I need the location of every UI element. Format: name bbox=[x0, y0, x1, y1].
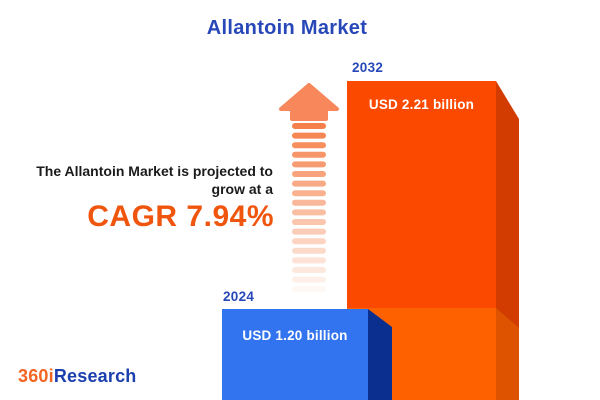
bar-2032-value-label: USD 2.21 billion bbox=[368, 97, 475, 112]
arrow-dashes bbox=[292, 123, 326, 293]
logo-prefix: 360i bbox=[18, 366, 54, 386]
arrow-dash bbox=[292, 219, 326, 225]
arrow-dash bbox=[292, 209, 326, 216]
arrow-dash bbox=[292, 286, 326, 293]
bar-2024-value-label: USD 1.20 billion bbox=[242, 328, 348, 343]
arrow-dash bbox=[292, 142, 326, 149]
page-title: Allantoin Market bbox=[206, 17, 368, 39]
arrow-dash bbox=[292, 276, 326, 283]
arrow-dash bbox=[292, 123, 326, 129]
arrow-dash bbox=[292, 228, 326, 235]
arrow-dash bbox=[292, 247, 326, 254]
arrow-dash bbox=[292, 190, 326, 197]
arrow-dash bbox=[292, 151, 326, 158]
bar-2024-front bbox=[222, 309, 368, 400]
arrow-dash bbox=[292, 199, 326, 206]
bar-2024-year-label: 2024 bbox=[223, 289, 255, 304]
annotation-line-2: grow at a bbox=[211, 181, 273, 197]
cagr-value: CAGR 7.94% bbox=[87, 200, 274, 233]
base-box-side bbox=[496, 308, 519, 400]
arrow-dash bbox=[292, 171, 326, 177]
arrow-dash bbox=[292, 180, 326, 187]
bar-2032-year-label: 2032 bbox=[352, 60, 384, 75]
logo-suffix: Research bbox=[53, 366, 137, 386]
growth-arrow-icon bbox=[279, 83, 339, 293]
arrow-dash bbox=[292, 161, 326, 168]
arrow-dash bbox=[292, 238, 326, 245]
bar-2024 bbox=[222, 309, 392, 400]
arrow-head bbox=[279, 83, 339, 121]
brand-logo: 360iResearch bbox=[18, 366, 137, 387]
arrow-dash bbox=[292, 132, 326, 139]
growth-annotation: The Allantoin Market is projected to gro… bbox=[36, 162, 273, 198]
arrow-dash bbox=[292, 267, 326, 273]
arrow-dash bbox=[292, 257, 326, 264]
bar-2024-side bbox=[368, 309, 392, 400]
annotation-line-1: The Allantoin Market is projected to bbox=[36, 163, 273, 179]
